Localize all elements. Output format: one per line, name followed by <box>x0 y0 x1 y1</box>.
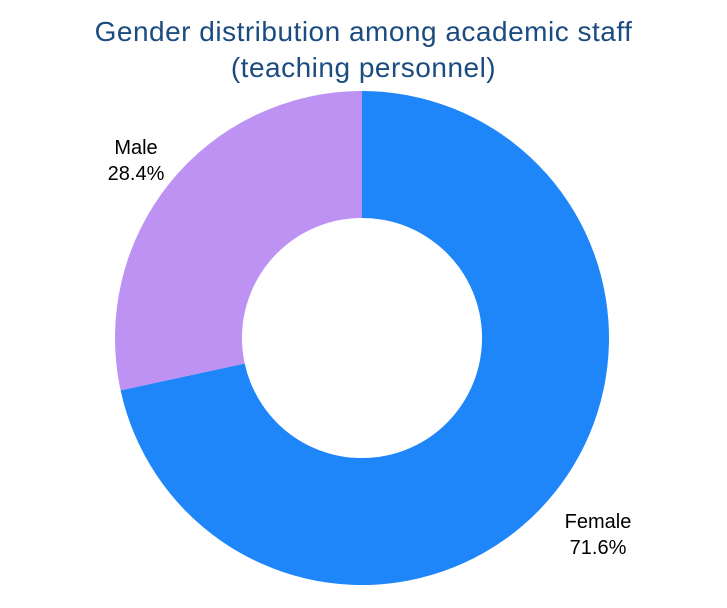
chart-title-line2: (teaching personnel) <box>230 52 497 83</box>
slice-label-female-name: Female <box>564 511 632 533</box>
slice-label-male-name: Male <box>114 137 158 159</box>
chart-title-line1: Gender distribution among academic staff <box>94 16 633 47</box>
slice-label-male-percent: 28.4% <box>107 163 165 185</box>
chart-title: Gender distribution among academic staff… <box>0 14 727 86</box>
slice-label-male: Male 28.4% <box>76 135 196 187</box>
slice-label-female-percent: 71.6% <box>569 537 627 559</box>
slice-label-female: Female 71.6% <box>538 509 658 561</box>
donut-slice-male <box>114 90 363 391</box>
donut-slice-female <box>120 91 609 586</box>
